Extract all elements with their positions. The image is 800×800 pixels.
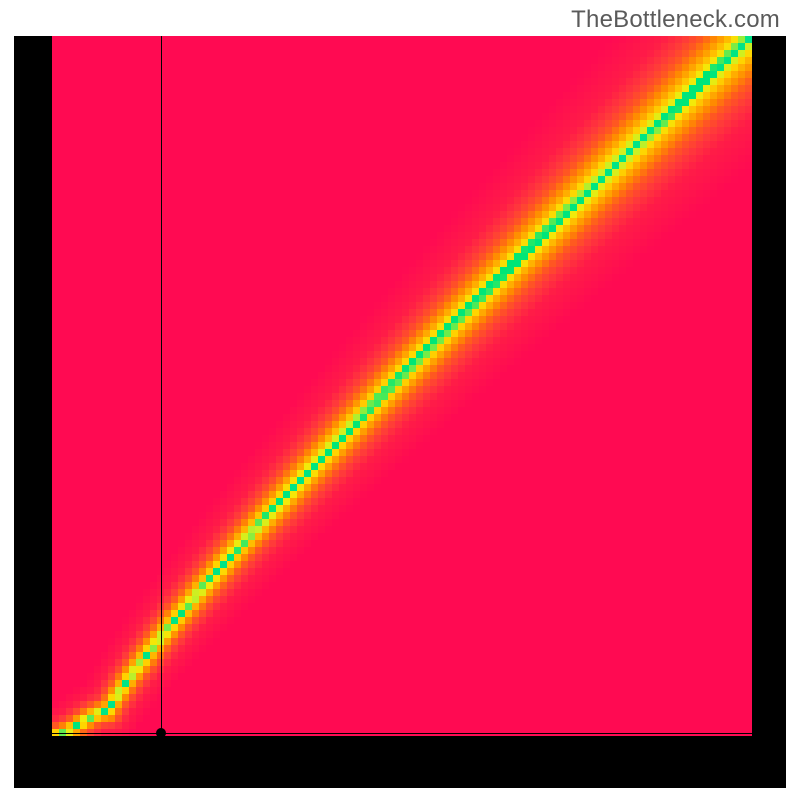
root: TheBottleneck.com [0, 0, 800, 800]
watermark-text: TheBottleneck.com [571, 6, 780, 34]
heatmap-canvas [52, 36, 752, 736]
crosshair-vertical [161, 36, 162, 736]
crosshair-dot [156, 728, 166, 738]
plot-frame [14, 36, 786, 788]
plot-area [52, 36, 752, 736]
